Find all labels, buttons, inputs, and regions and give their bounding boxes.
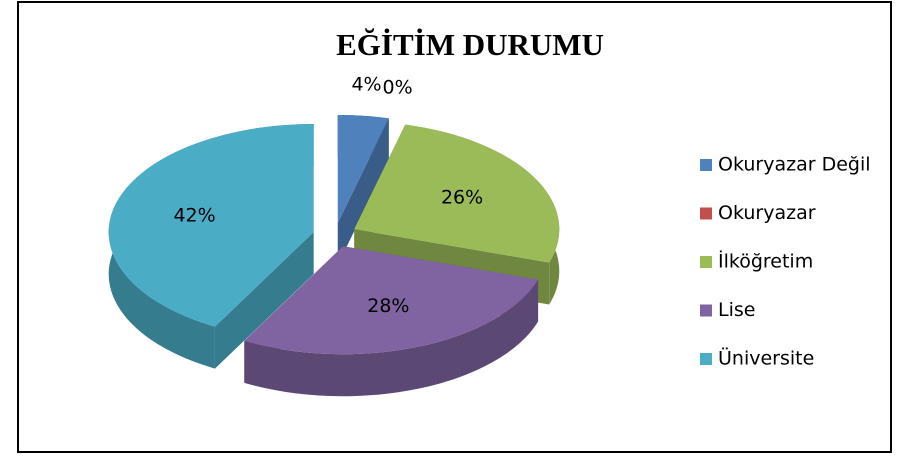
legend-swatch	[700, 159, 712, 171]
legend-swatch	[700, 304, 712, 317]
legend: Okuryazar Değil Okuryazar İlköğretim Lise Ün…	[700, 154, 871, 370]
data-label: 4%	[351, 73, 381, 95]
legend-swatch	[700, 353, 712, 365]
data-label: 0%	[382, 77, 412, 99]
slice-side	[244, 279, 539, 397]
legend-label: Okuryazar	[718, 202, 816, 224]
slice	[244, 246, 539, 355]
data-label: 26%	[441, 186, 483, 208]
slice	[337, 114, 389, 223]
data-label: 42%	[173, 204, 215, 226]
chart-title: EĞİTİM DURUMU	[336, 27, 604, 62]
legend-swatch	[700, 207, 712, 220]
slice	[354, 124, 560, 263]
slice-side	[214, 231, 314, 369]
pie-tops	[108, 114, 560, 355]
legend-swatch	[700, 256, 712, 268]
legend-label: İlköğretim	[718, 250, 813, 273]
data-labels: 4% 0% 26% 28% 42%	[173, 73, 483, 317]
legend-label: Üniversite	[718, 347, 814, 370]
legend-label: Lise	[718, 299, 755, 321]
legend-label: Okuryazar Değil	[718, 154, 871, 176]
data-label: 28%	[367, 295, 409, 317]
slice	[108, 123, 314, 327]
